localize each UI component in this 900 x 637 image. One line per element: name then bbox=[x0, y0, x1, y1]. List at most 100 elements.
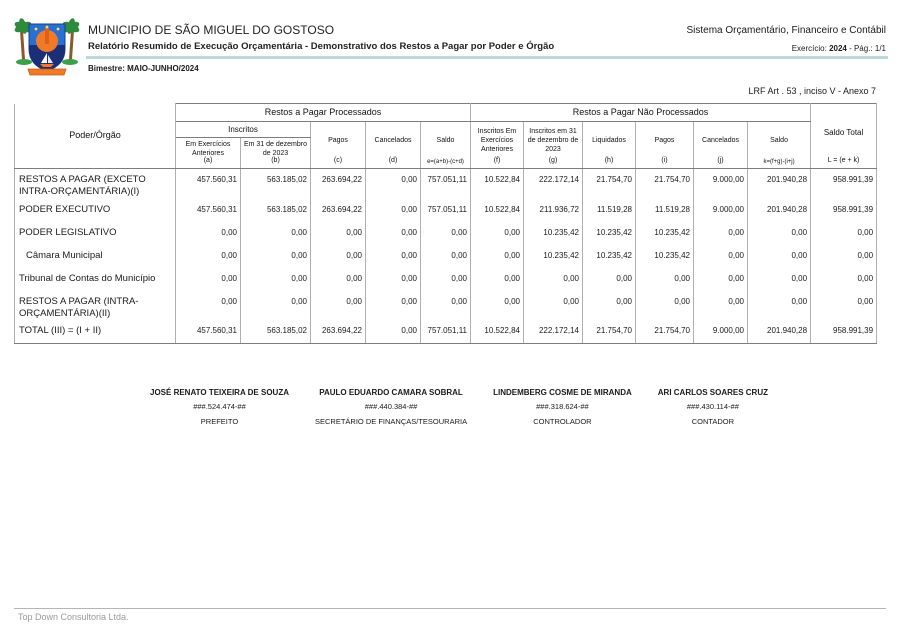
cell-value: 201.940,28 bbox=[746, 168, 812, 199]
cell-value: 457.560,31 bbox=[175, 168, 241, 199]
column-header-cancelados-d: Cancelados (d) bbox=[365, 121, 421, 169]
cell-value: 0,00 bbox=[240, 267, 311, 291]
cell-value: 0,00 bbox=[420, 244, 471, 268]
cell-value: 201.940,28 bbox=[746, 198, 812, 222]
signature-prefeito: JOSÉ RENATO TEIXEIRA DE SOUZA ###.524.47… bbox=[150, 388, 289, 426]
cell-value: 958.991,39 bbox=[810, 198, 878, 222]
exercise-label: Exercício: bbox=[791, 44, 830, 53]
cell-value: 0,00 bbox=[635, 267, 694, 291]
cell-value: 757.051,11 bbox=[420, 320, 471, 344]
signature-controlador: LINDEMBERG COSME DE MIRANDA ###.318.624-… bbox=[493, 388, 632, 426]
signer-role: PREFEITO bbox=[200, 417, 239, 426]
cell-value: 0,00 bbox=[582, 290, 636, 321]
cell-value: 0,00 bbox=[420, 267, 471, 291]
cell-value: 10.522,84 bbox=[470, 168, 524, 199]
report-title: Relatório Resumido de Execução Orçamentá… bbox=[88, 41, 555, 52]
exercise-page-info: Exercício: 2024 - Pág.: 1/1 bbox=[792, 44, 886, 53]
table-row: Câmara Municipal 0,00 0,00 0,00 0,00 0,00 0,00… bbox=[14, 244, 878, 268]
row-label: TOTAL (III) = (I + II) bbox=[14, 320, 176, 344]
cell-value: 0,00 bbox=[240, 290, 311, 321]
saldo-total-formula: L = (e + k) bbox=[827, 157, 860, 165]
cell-value: 0,00 bbox=[420, 290, 471, 321]
cell-value: 9.000,00 bbox=[693, 198, 748, 222]
report-table-body: RESTOS A PAGAR (EXCETO INTRA-ORÇAMENTÁRI… bbox=[14, 168, 878, 344]
cell-value: 0,00 bbox=[810, 290, 878, 321]
cell-value: 10.522,84 bbox=[470, 320, 524, 344]
signer-name: JOSÉ RENATO TEIXEIRA DE SOUZA bbox=[150, 388, 289, 397]
cell-value: 222.172,14 bbox=[523, 320, 583, 344]
table-row: Tribunal de Contas do Município 0,00 0,00 0… bbox=[14, 267, 878, 291]
cell-value: 0,00 bbox=[175, 244, 241, 268]
column-header-pagos-i: Pagos (i) bbox=[635, 121, 694, 169]
cell-value: 0,00 bbox=[746, 267, 812, 291]
cell-value: 0,00 bbox=[746, 221, 812, 245]
row-label: RESTOS A PAGAR (INTRA-ORÇAMENTÁRIA)(II) bbox=[14, 290, 176, 321]
column-header-saldo-k: Saldo k=(f+g)-(i+j) bbox=[746, 121, 812, 169]
cell-value: 0,00 bbox=[365, 320, 421, 344]
cell-value: 11.519,28 bbox=[582, 198, 636, 222]
cell-value: 0,00 bbox=[365, 198, 421, 222]
cell-value: 0,00 bbox=[175, 267, 241, 291]
cell-value: 0,00 bbox=[470, 244, 524, 268]
saldo-total-label: Saldo Total bbox=[823, 127, 864, 137]
cell-value: 21.754,70 bbox=[582, 168, 636, 199]
cell-value: 0,00 bbox=[365, 168, 421, 199]
cell-value: 757.051,11 bbox=[420, 198, 471, 222]
column-header-inscritos-g: Inscritos em 31 de dezembro de 2023 (g) bbox=[523, 121, 583, 169]
cell-value: 0,00 bbox=[693, 221, 748, 245]
table-row-total: TOTAL (III) = (I + II) 457.560,31 563.185,… bbox=[14, 320, 878, 344]
cell-value: 0,00 bbox=[582, 267, 636, 291]
cell-value: 21.754,70 bbox=[635, 168, 694, 199]
cell-value: 958.991,39 bbox=[810, 320, 878, 344]
cell-value: 0,00 bbox=[310, 290, 366, 321]
row-label: Tribunal de Contas do Município bbox=[14, 267, 176, 291]
signature-contador: ARI CARLOS SOARES CRUZ ###.430.114-## CO… bbox=[658, 388, 768, 426]
cell-value: 0,00 bbox=[635, 290, 694, 321]
cell-value: 563.185,02 bbox=[240, 320, 311, 344]
column-header-liquidados-h: Liquidados (h) bbox=[582, 121, 636, 169]
restos-a-pagar-table: Poder/Órgão Restos a Pagar Processados R… bbox=[14, 103, 878, 344]
cell-value: 201.940,28 bbox=[746, 320, 812, 344]
cell-value: 0,00 bbox=[523, 290, 583, 321]
column-header-cancelados-j: Cancelados (j) bbox=[693, 121, 748, 169]
cell-value: 0,00 bbox=[240, 244, 311, 268]
signer-role: CONTROLADOR bbox=[533, 417, 592, 426]
cell-value: 263.694,22 bbox=[310, 198, 366, 222]
table-row: RESTOS A PAGAR (EXCETO INTRA-ORÇAMENTÁRI… bbox=[14, 168, 878, 199]
column-header-saldo-total: Saldo Total L = (e + k) bbox=[810, 103, 878, 169]
cell-value: 0,00 bbox=[365, 267, 421, 291]
cell-value: 10.235,42 bbox=[582, 244, 636, 268]
signer-name: LINDEMBERG COSME DE MIRANDA bbox=[493, 388, 632, 397]
header-divider-line bbox=[86, 56, 888, 59]
signature-block: JOSÉ RENATO TEIXEIRA DE SOUZA ###.524.47… bbox=[150, 388, 768, 426]
cell-value: 10.235,42 bbox=[635, 244, 694, 268]
cell-value: 211.936,72 bbox=[523, 198, 583, 222]
signature-secretario: PAULO EDUARDO CAMARA SOBRAL ###.440.384-… bbox=[315, 388, 467, 426]
row-label: PODER EXECUTIVO bbox=[14, 198, 176, 222]
cell-value: 563.185,02 bbox=[240, 168, 311, 199]
cell-value: 10.235,42 bbox=[635, 221, 694, 245]
page-number: - Pág.: 1/1 bbox=[846, 44, 886, 53]
subgroup-header-inscritos: Inscritos bbox=[175, 121, 311, 138]
exercise-year: 2024 bbox=[829, 44, 847, 53]
column-header-poder-orgao: Poder/Órgão bbox=[14, 103, 176, 169]
column-header-inscritos-f: Inscritos Em Exercícios Anteriores (f) bbox=[470, 121, 524, 169]
cell-value: 0,00 bbox=[310, 221, 366, 245]
cell-value: 0,00 bbox=[523, 267, 583, 291]
cell-value: 0,00 bbox=[746, 290, 812, 321]
cell-value: 263.694,22 bbox=[310, 320, 366, 344]
system-name: Sistema Orçamentário, Financeiro e Contá… bbox=[686, 25, 886, 36]
cell-value: 958.991,39 bbox=[810, 168, 878, 199]
signer-name: ARI CARLOS SOARES CRUZ bbox=[657, 388, 768, 397]
group-header-processados: Restos a Pagar Processados bbox=[175, 103, 471, 122]
cell-value: 21.754,70 bbox=[582, 320, 636, 344]
cell-value: 0,00 bbox=[693, 267, 748, 291]
cell-value: 457.560,31 bbox=[175, 198, 241, 222]
cell-value: 10.522,84 bbox=[470, 198, 524, 222]
cell-value: 0,00 bbox=[310, 244, 366, 268]
cell-value: 0,00 bbox=[470, 221, 524, 245]
cell-value: 0,00 bbox=[470, 290, 524, 321]
cell-value: 0,00 bbox=[175, 221, 241, 245]
cell-value: 9.000,00 bbox=[693, 320, 748, 344]
